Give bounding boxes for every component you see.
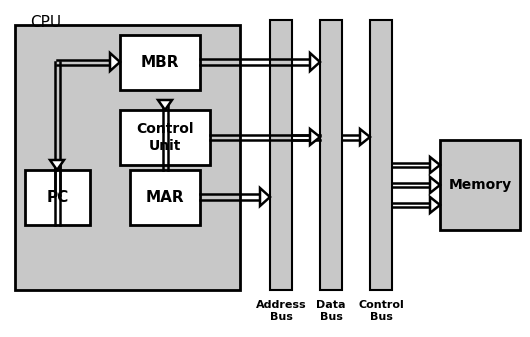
Polygon shape xyxy=(310,129,320,145)
Bar xyxy=(440,140,520,230)
Bar xyxy=(320,20,342,290)
Polygon shape xyxy=(260,188,270,206)
Bar xyxy=(270,20,292,290)
Polygon shape xyxy=(310,53,320,71)
Text: CPU: CPU xyxy=(30,15,61,30)
Text: Data
Bus: Data Bus xyxy=(316,300,346,321)
Bar xyxy=(130,170,200,225)
Bar xyxy=(120,35,200,90)
Polygon shape xyxy=(50,160,64,170)
Polygon shape xyxy=(430,197,440,213)
Bar xyxy=(370,20,392,290)
Polygon shape xyxy=(158,100,172,110)
Polygon shape xyxy=(430,177,440,193)
Text: MAR: MAR xyxy=(146,190,184,205)
Text: Control
Unit: Control Unit xyxy=(136,122,194,153)
Bar xyxy=(25,170,90,225)
Bar xyxy=(120,110,210,165)
Text: Control
Bus: Control Bus xyxy=(358,300,404,321)
Text: Address
Bus: Address Bus xyxy=(255,300,306,321)
Polygon shape xyxy=(360,129,370,145)
Text: PC: PC xyxy=(47,190,68,205)
Bar xyxy=(15,25,240,290)
Polygon shape xyxy=(110,53,120,71)
Text: Memory: Memory xyxy=(448,178,511,192)
Polygon shape xyxy=(430,157,440,173)
Text: MBR: MBR xyxy=(141,55,179,70)
